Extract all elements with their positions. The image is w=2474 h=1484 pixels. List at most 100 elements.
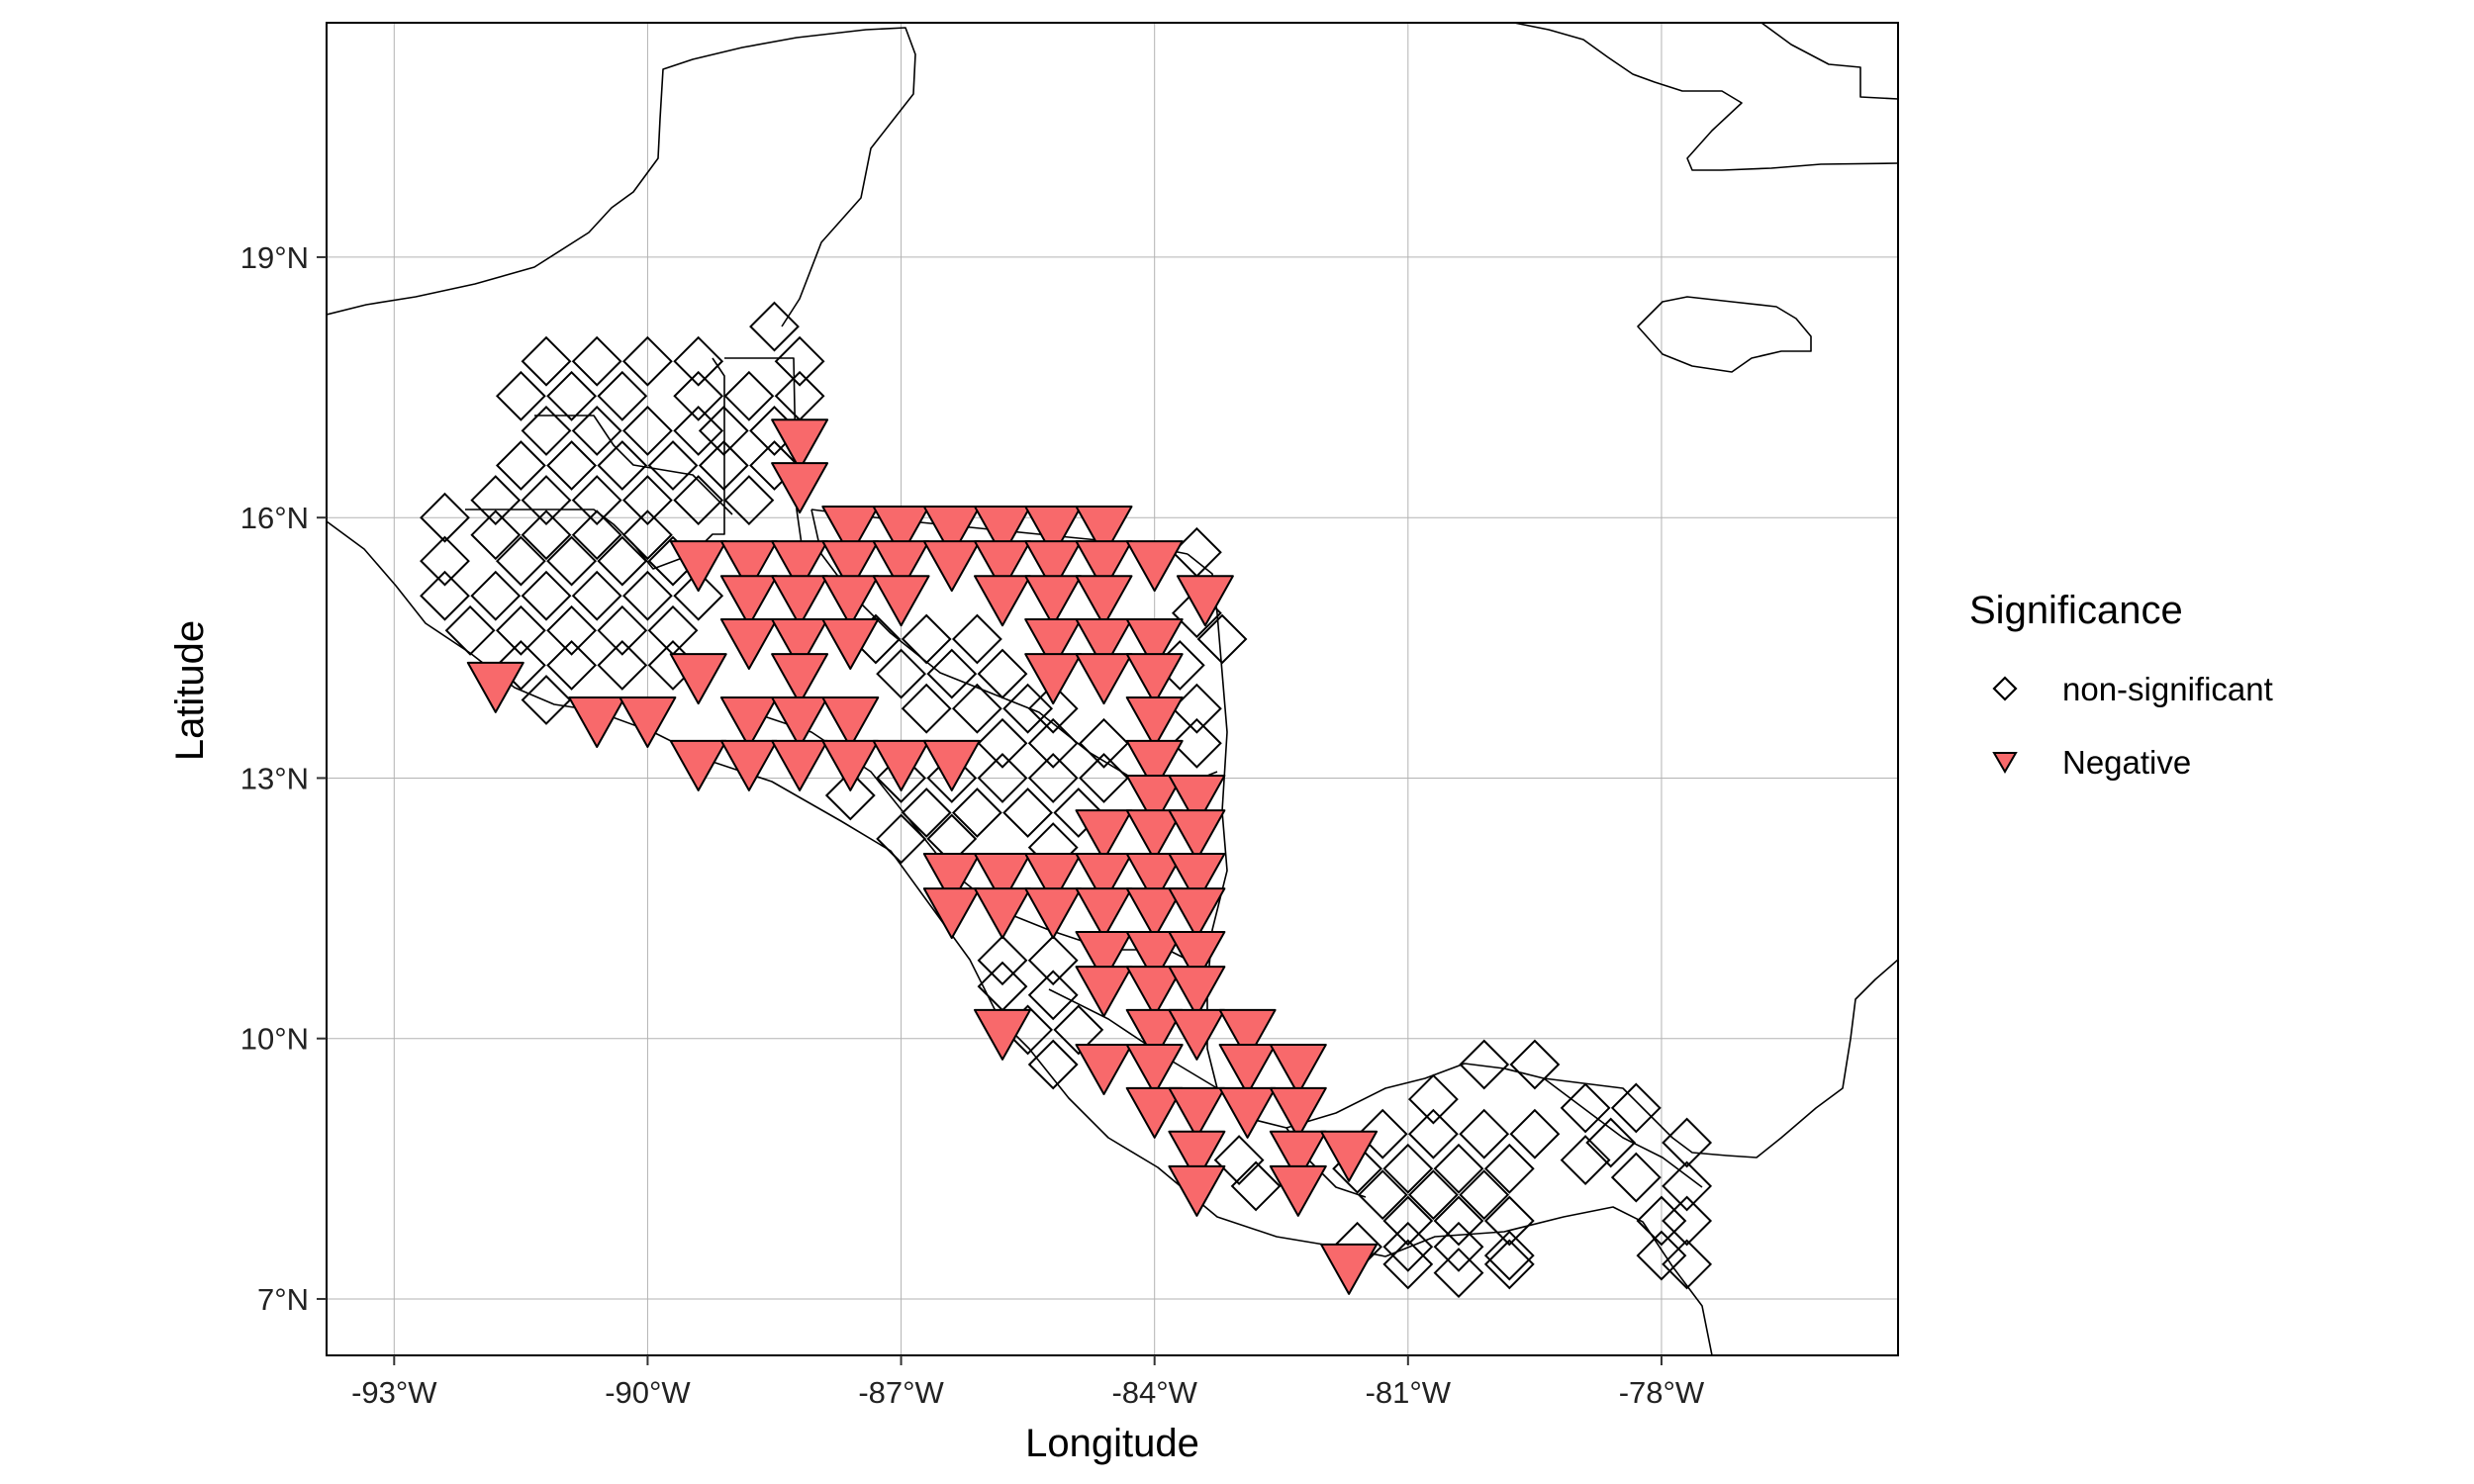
- diamond-point: [673, 570, 724, 621]
- x-tick-label: -78°W: [1619, 1375, 1705, 1410]
- diamond-point: [1483, 1143, 1535, 1194]
- diamond-point: [951, 613, 1002, 665]
- diamond-point: [901, 788, 952, 838]
- diamond-point: [698, 405, 749, 456]
- diamond-point: [1079, 752, 1129, 803]
- triangle-point: [719, 618, 778, 670]
- diamond-point: [926, 648, 978, 699]
- legend-diamond-icon: [1992, 676, 2018, 701]
- diamond-point: [749, 301, 800, 352]
- triangle-point: [821, 696, 880, 748]
- diamond-point: [1171, 683, 1222, 734]
- diamond-point: [1171, 717, 1222, 769]
- plot-points: [420, 301, 1713, 1299]
- diamond-point: [1357, 1108, 1408, 1159]
- diamond-point: [597, 639, 648, 691]
- triangle-point: [669, 739, 727, 791]
- triangle-point: [1075, 506, 1133, 557]
- diamond-point: [1027, 717, 1079, 769]
- diamond-point: [1027, 935, 1079, 986]
- triangle-point: [872, 739, 930, 791]
- diamond-point: [495, 604, 546, 656]
- diamond-point: [546, 604, 598, 656]
- triangle-point: [1075, 540, 1133, 593]
- diamond-point: [1027, 970, 1079, 1021]
- yucatan-gulf-coast: [327, 27, 916, 327]
- legend-triangle-icon: [1992, 752, 2018, 774]
- diamond-point: [1636, 1230, 1687, 1281]
- triangle-point: [821, 506, 880, 557]
- pacific-coast: [327, 520, 1713, 1355]
- diamond-point: [621, 405, 673, 456]
- legend-title: Significance: [1969, 589, 2183, 632]
- diamond-point: [1407, 1073, 1459, 1125]
- triangle-point: [1269, 1164, 1327, 1217]
- triangle-point: [922, 540, 981, 593]
- triangle-point: [1168, 775, 1226, 826]
- diamond-point: [1483, 1230, 1535, 1281]
- triangle-point: [568, 696, 626, 748]
- diamond-point: [1433, 1221, 1484, 1272]
- diamond-point: [571, 475, 622, 526]
- triangle-point: [821, 739, 880, 791]
- triangle-point: [872, 540, 930, 593]
- triangle-point: [1320, 1243, 1379, 1295]
- diamond-point: [876, 648, 927, 699]
- triangle-point: [466, 661, 524, 713]
- diamond-point: [495, 440, 546, 491]
- triangle-point: [771, 418, 829, 471]
- triangle-point: [1125, 887, 1184, 940]
- triangle-point: [821, 618, 880, 670]
- diamond-point: [876, 752, 927, 803]
- diamond-point: [1509, 1108, 1561, 1159]
- y-tick-label: 16°N: [240, 501, 309, 535]
- triangle-point: [1168, 887, 1226, 940]
- diamond-point: [977, 935, 1028, 986]
- diamond-point: [673, 370, 724, 421]
- diamond-point: [673, 475, 724, 526]
- triangle-point: [1075, 809, 1133, 862]
- gridlines: [327, 23, 1898, 1355]
- diamond-point: [1382, 1195, 1434, 1247]
- triangle-point: [771, 462, 829, 514]
- triangle-point: [974, 540, 1031, 593]
- x-tick-label: -93°W: [351, 1375, 437, 1410]
- diamond-point: [521, 475, 572, 526]
- diamond-point: [546, 440, 598, 491]
- diamond-point: [1433, 1248, 1484, 1299]
- series-negative: [466, 418, 1379, 1295]
- triangle-point: [1075, 653, 1133, 705]
- triangle-point: [771, 739, 829, 791]
- diamond-point: [571, 510, 622, 561]
- triangle-point: [1075, 1044, 1133, 1095]
- y-axis-title: Latitude: [168, 620, 212, 761]
- y-tick-label: 10°N: [240, 1022, 309, 1057]
- cuba-coast: [1513, 23, 1898, 171]
- triangle-point: [1075, 966, 1133, 1018]
- diamond-point: [977, 961, 1028, 1012]
- triangle-point: [1176, 575, 1234, 627]
- diamond-point: [1433, 1143, 1484, 1194]
- diamond-point: [1483, 1195, 1535, 1247]
- diamond-point: [698, 440, 749, 491]
- y-axis: 7°N 10°N 13°N 16°N 19°N: [240, 240, 327, 1317]
- caribbean-coast: [1187, 553, 1898, 1159]
- x-axis: -93°W -90°W -87°W -84°W -81°W -78°W: [351, 1355, 1705, 1410]
- diamond-point: [1662, 1117, 1713, 1168]
- triangle-point: [1125, 739, 1184, 791]
- diamond-point: [420, 570, 470, 621]
- triangle-point: [1168, 1008, 1226, 1061]
- triangle-point: [618, 696, 677, 748]
- diamond-point: [1610, 1082, 1662, 1134]
- diamond-point: [621, 510, 673, 561]
- diamond-point: [571, 570, 622, 621]
- diamond-point: [621, 335, 673, 387]
- diamond-point: [901, 613, 952, 665]
- triangle-point: [1125, 1086, 1184, 1139]
- triangle-point: [922, 506, 981, 557]
- diamond-point: [621, 475, 673, 526]
- x-tick-label: -84°W: [1111, 1375, 1197, 1410]
- triangle-point: [1125, 775, 1184, 826]
- diamond-point: [521, 510, 572, 561]
- triangle-point: [1125, 696, 1184, 748]
